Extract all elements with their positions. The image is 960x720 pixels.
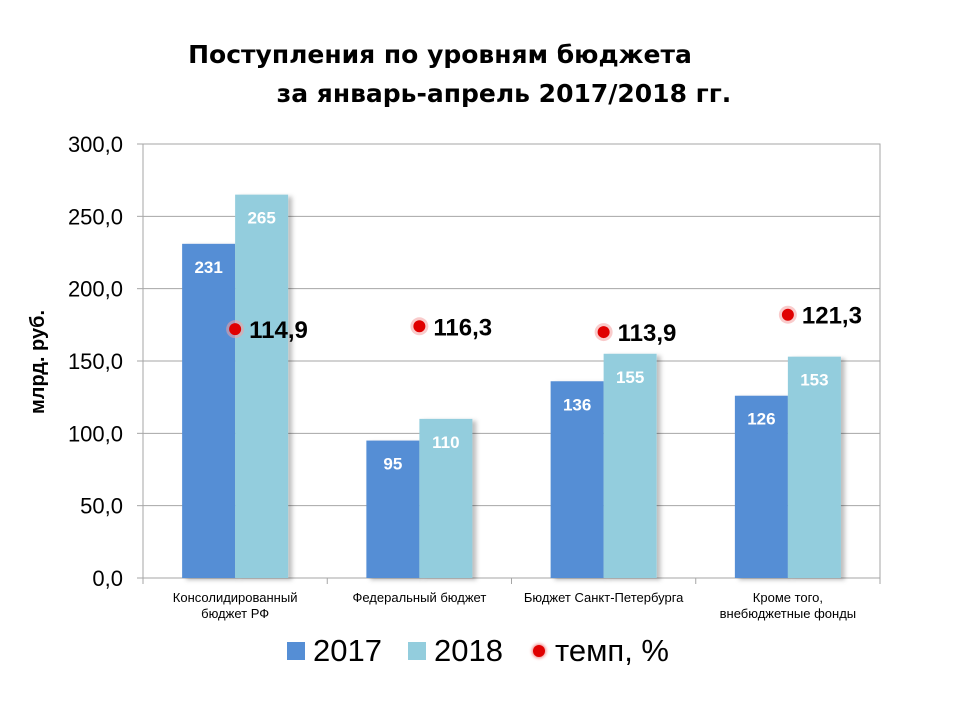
rate-data-label: 113,9 bbox=[618, 320, 677, 347]
rate-point bbox=[781, 308, 794, 321]
x-tick-label: Кроме того, bbox=[753, 590, 823, 605]
y-tick-label: 0,0 bbox=[92, 566, 123, 591]
bar bbox=[787, 356, 841, 578]
bar-data-label: 153 bbox=[800, 371, 828, 390]
rate-markers: 114,9 116,3 113,9 121,3 bbox=[226, 303, 862, 347]
y-tick-label: 300,0 bbox=[68, 132, 123, 157]
bar-data-label: 126 bbox=[747, 410, 775, 429]
y-tick-label: 150,0 bbox=[68, 349, 123, 374]
legend-item-2018: 2018 bbox=[408, 633, 503, 669]
bar-data-label: 231 bbox=[194, 258, 222, 277]
x-tick-label: Консолидированный bbox=[173, 590, 298, 605]
bar-data-label: 95 bbox=[383, 455, 402, 474]
rate-point bbox=[413, 320, 426, 333]
chart-title-line1: Поступления по уровням бюджета bbox=[188, 40, 692, 69]
legend-item-2017: 2017 bbox=[287, 633, 382, 669]
legend-item-rate: темп, % bbox=[533, 633, 669, 669]
bars: 231 95 136 126 265 110 155 153 bbox=[182, 194, 841, 578]
bar-data-label: 136 bbox=[563, 395, 591, 414]
x-tick-label: Бюджет Санкт-Петербурга bbox=[524, 590, 684, 605]
chart-title-line2: за январь-апрель 2017/2018 гг. bbox=[276, 79, 732, 108]
y-tick-label: 250,0 bbox=[68, 204, 123, 229]
bar bbox=[182, 243, 236, 578]
y-tick-label: 200,0 bbox=[68, 277, 123, 302]
y-axis: 0,0 50,0 100,0 150,0 200,0 250,0 300,0 bbox=[68, 132, 143, 591]
rate-data-label: 114,9 bbox=[249, 317, 308, 344]
x-tick-label: Федеральный бюджет bbox=[352, 590, 486, 605]
bar bbox=[603, 353, 657, 578]
bar bbox=[235, 194, 289, 578]
legend: 2017 2018 темп, % bbox=[0, 633, 960, 673]
rate-point bbox=[597, 326, 610, 339]
bar-data-label: 155 bbox=[616, 368, 644, 387]
y-tick-label: 100,0 bbox=[68, 421, 123, 446]
rate-data-label: 121,3 bbox=[802, 303, 862, 330]
y-tick-label: 50,0 bbox=[80, 494, 123, 519]
bar bbox=[550, 381, 604, 578]
legend-label-2017: 2017 bbox=[313, 633, 382, 668]
rate-point bbox=[229, 323, 242, 336]
legend-swatch-2018 bbox=[408, 642, 426, 660]
bar-data-label: 110 bbox=[432, 433, 459, 452]
legend-swatch-2017 bbox=[287, 642, 305, 660]
x-tick-label: внебюджетные фонды bbox=[720, 606, 857, 621]
bar bbox=[419, 418, 473, 578]
y-axis-label: млрд. руб. bbox=[27, 310, 49, 414]
bar bbox=[734, 395, 788, 578]
rate-data-label: 116,3 bbox=[433, 314, 492, 341]
bar-data-label: 265 bbox=[247, 209, 275, 228]
legend-marker-rate bbox=[533, 645, 545, 657]
legend-label-2018: 2018 bbox=[434, 633, 503, 668]
x-tick-label: бюджет РФ bbox=[201, 606, 269, 621]
legend-label-rate: темп, % bbox=[555, 633, 669, 668]
bar bbox=[366, 440, 420, 578]
